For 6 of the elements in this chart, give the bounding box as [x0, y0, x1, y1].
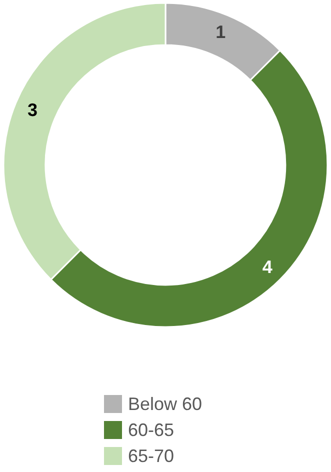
- legend-label: 65-70: [128, 446, 174, 466]
- data-label: 1: [216, 22, 226, 42]
- data-label: 4: [262, 256, 272, 277]
- data-label: 3: [27, 100, 38, 120]
- legend-label: Below 60: [128, 394, 202, 414]
- legend-label: 60-65: [128, 420, 174, 440]
